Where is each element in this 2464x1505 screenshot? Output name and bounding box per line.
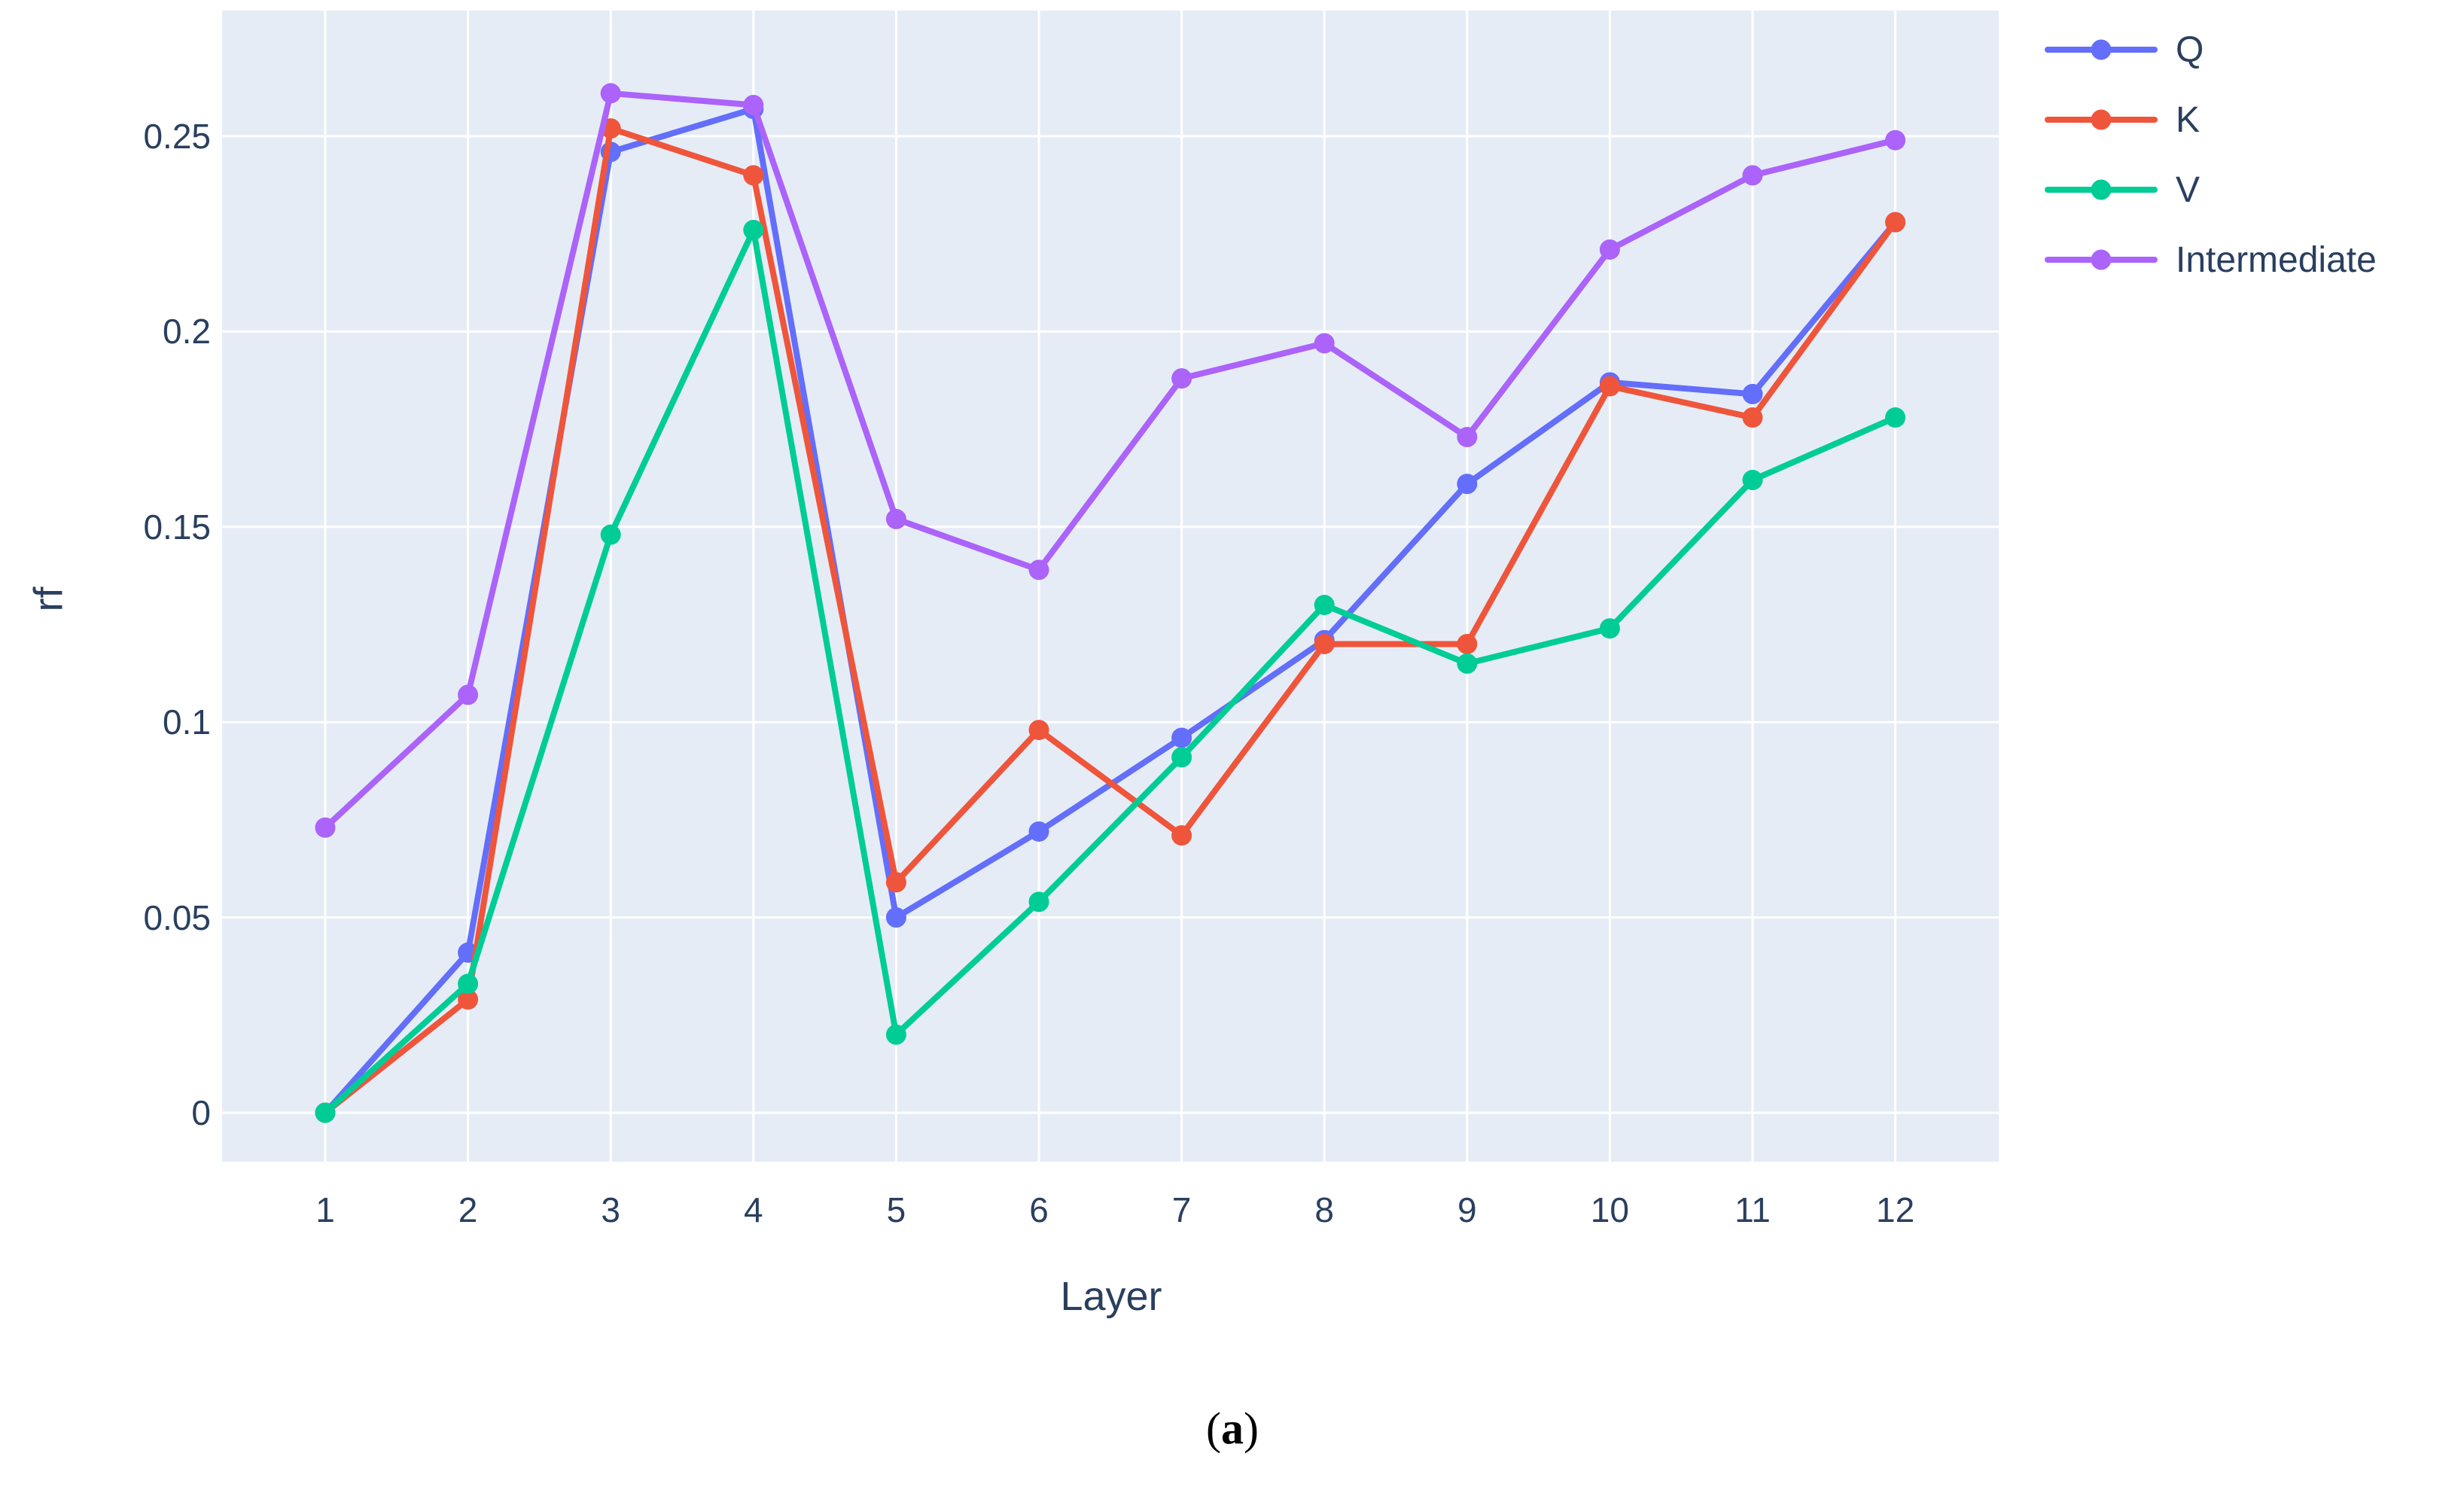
data-point-q-6[interactable]	[1028, 821, 1049, 842]
data-point-intermediate-4[interactable]	[743, 94, 764, 115]
caption-open-paren: (	[1206, 1403, 1221, 1454]
legend: Q K V Intermediate	[2045, 29, 2377, 280]
legend-item-v[interactable]: V	[2045, 169, 2377, 210]
x-tick-label: 3	[601, 1190, 620, 1229]
y-tick-label: 0.2	[163, 312, 211, 352]
data-point-v-2[interactable]	[458, 973, 479, 995]
x-tick-label: 10	[1590, 1190, 1629, 1229]
data-point-intermediate-11[interactable]	[1742, 165, 1763, 186]
data-point-k-12[interactable]	[1885, 212, 1906, 233]
data-point-intermediate-9[interactable]	[1457, 426, 1478, 447]
x-tick-label: 9	[1457, 1190, 1477, 1229]
data-point-k-6[interactable]	[1028, 720, 1049, 741]
y-tick-label: 0	[191, 1093, 211, 1132]
x-tick-label: 4	[744, 1190, 763, 1229]
data-point-q-7[interactable]	[1171, 727, 1192, 748]
x-tick-label: 11	[1735, 1190, 1771, 1229]
legend-label: Intermediate	[2176, 239, 2377, 280]
x-tick-label: 12	[1876, 1190, 1915, 1229]
y-tick-label: 0.1	[163, 702, 211, 742]
caption-close-paren: )	[1244, 1403, 1259, 1454]
x-tick-label: 7	[1171, 1190, 1192, 1229]
data-point-v-6[interactable]	[1028, 891, 1049, 912]
data-point-intermediate-7[interactable]	[1171, 368, 1192, 389]
x-tick-label: 2	[458, 1190, 478, 1229]
data-point-intermediate-10[interactable]	[1599, 239, 1620, 260]
data-point-q-9[interactable]	[1457, 474, 1478, 495]
caption-letter: a	[1221, 1403, 1244, 1454]
x-axis-title: Layer	[1060, 1274, 1162, 1319]
legend-swatch-icon	[2045, 170, 2158, 209]
x-tick-label: 6	[1029, 1190, 1049, 1229]
series-line-intermediate	[322, 90, 1899, 831]
data-point-intermediate-8[interactable]	[1314, 333, 1335, 354]
data-point-v-1[interactable]	[315, 1102, 336, 1123]
data-point-v-11[interactable]	[1742, 470, 1763, 491]
y-axis-title: rf	[26, 586, 72, 612]
data-point-k-5[interactable]	[885, 872, 906, 893]
legend-label: Q	[2176, 29, 2204, 70]
legend-swatch-icon	[2045, 240, 2158, 279]
data-point-intermediate-5[interactable]	[885, 508, 906, 529]
x-tick-label: 8	[1314, 1190, 1334, 1229]
data-point-v-9[interactable]	[1457, 653, 1478, 674]
data-point-intermediate-6[interactable]	[1028, 559, 1049, 580]
y-tick-label: 0.05	[143, 897, 211, 937]
x-tick-label: 5	[886, 1190, 906, 1229]
x-tick-label: 1	[315, 1190, 335, 1229]
data-point-v-4[interactable]	[743, 220, 764, 241]
data-point-k-8[interactable]	[1314, 633, 1335, 654]
data-point-v-8[interactable]	[1314, 595, 1335, 616]
legend-swatch-icon	[2045, 100, 2158, 139]
data-point-q-11[interactable]	[1742, 383, 1763, 404]
legend-item-intermediate[interactable]: Intermediate	[2045, 239, 2377, 280]
series-line-k	[322, 125, 1899, 1116]
data-point-v-10[interactable]	[1599, 618, 1620, 639]
data-point-v-7[interactable]	[1171, 747, 1192, 768]
data-point-k-7[interactable]	[1171, 825, 1192, 846]
data-point-intermediate-2[interactable]	[458, 684, 479, 705]
data-point-intermediate-3[interactable]	[600, 83, 621, 104]
legend-item-k[interactable]: K	[2045, 99, 2377, 140]
data-point-k-10[interactable]	[1599, 376, 1620, 397]
data-point-k-11[interactable]	[1742, 407, 1763, 428]
figure-caption: (a)	[1206, 1403, 1259, 1455]
legend-label: K	[2176, 99, 2201, 140]
data-point-intermediate-1[interactable]	[315, 817, 336, 838]
data-point-k-4[interactable]	[743, 165, 764, 186]
legend-item-q[interactable]: Q	[2045, 29, 2377, 70]
legend-label: V	[2176, 169, 2201, 210]
data-point-v-5[interactable]	[885, 1024, 906, 1045]
legend-swatch-icon	[2045, 30, 2158, 69]
data-point-v-3[interactable]	[600, 524, 621, 545]
data-point-k-2[interactable]	[458, 989, 479, 1010]
series-line-v	[322, 227, 1899, 1116]
data-point-k-9[interactable]	[1457, 633, 1478, 654]
y-tick-label: 0.25	[143, 117, 211, 156]
data-point-intermediate-12[interactable]	[1885, 129, 1906, 151]
y-tick-label: 0.15	[143, 507, 211, 547]
data-point-q-5[interactable]	[885, 907, 906, 928]
data-point-v-12[interactable]	[1885, 407, 1906, 428]
